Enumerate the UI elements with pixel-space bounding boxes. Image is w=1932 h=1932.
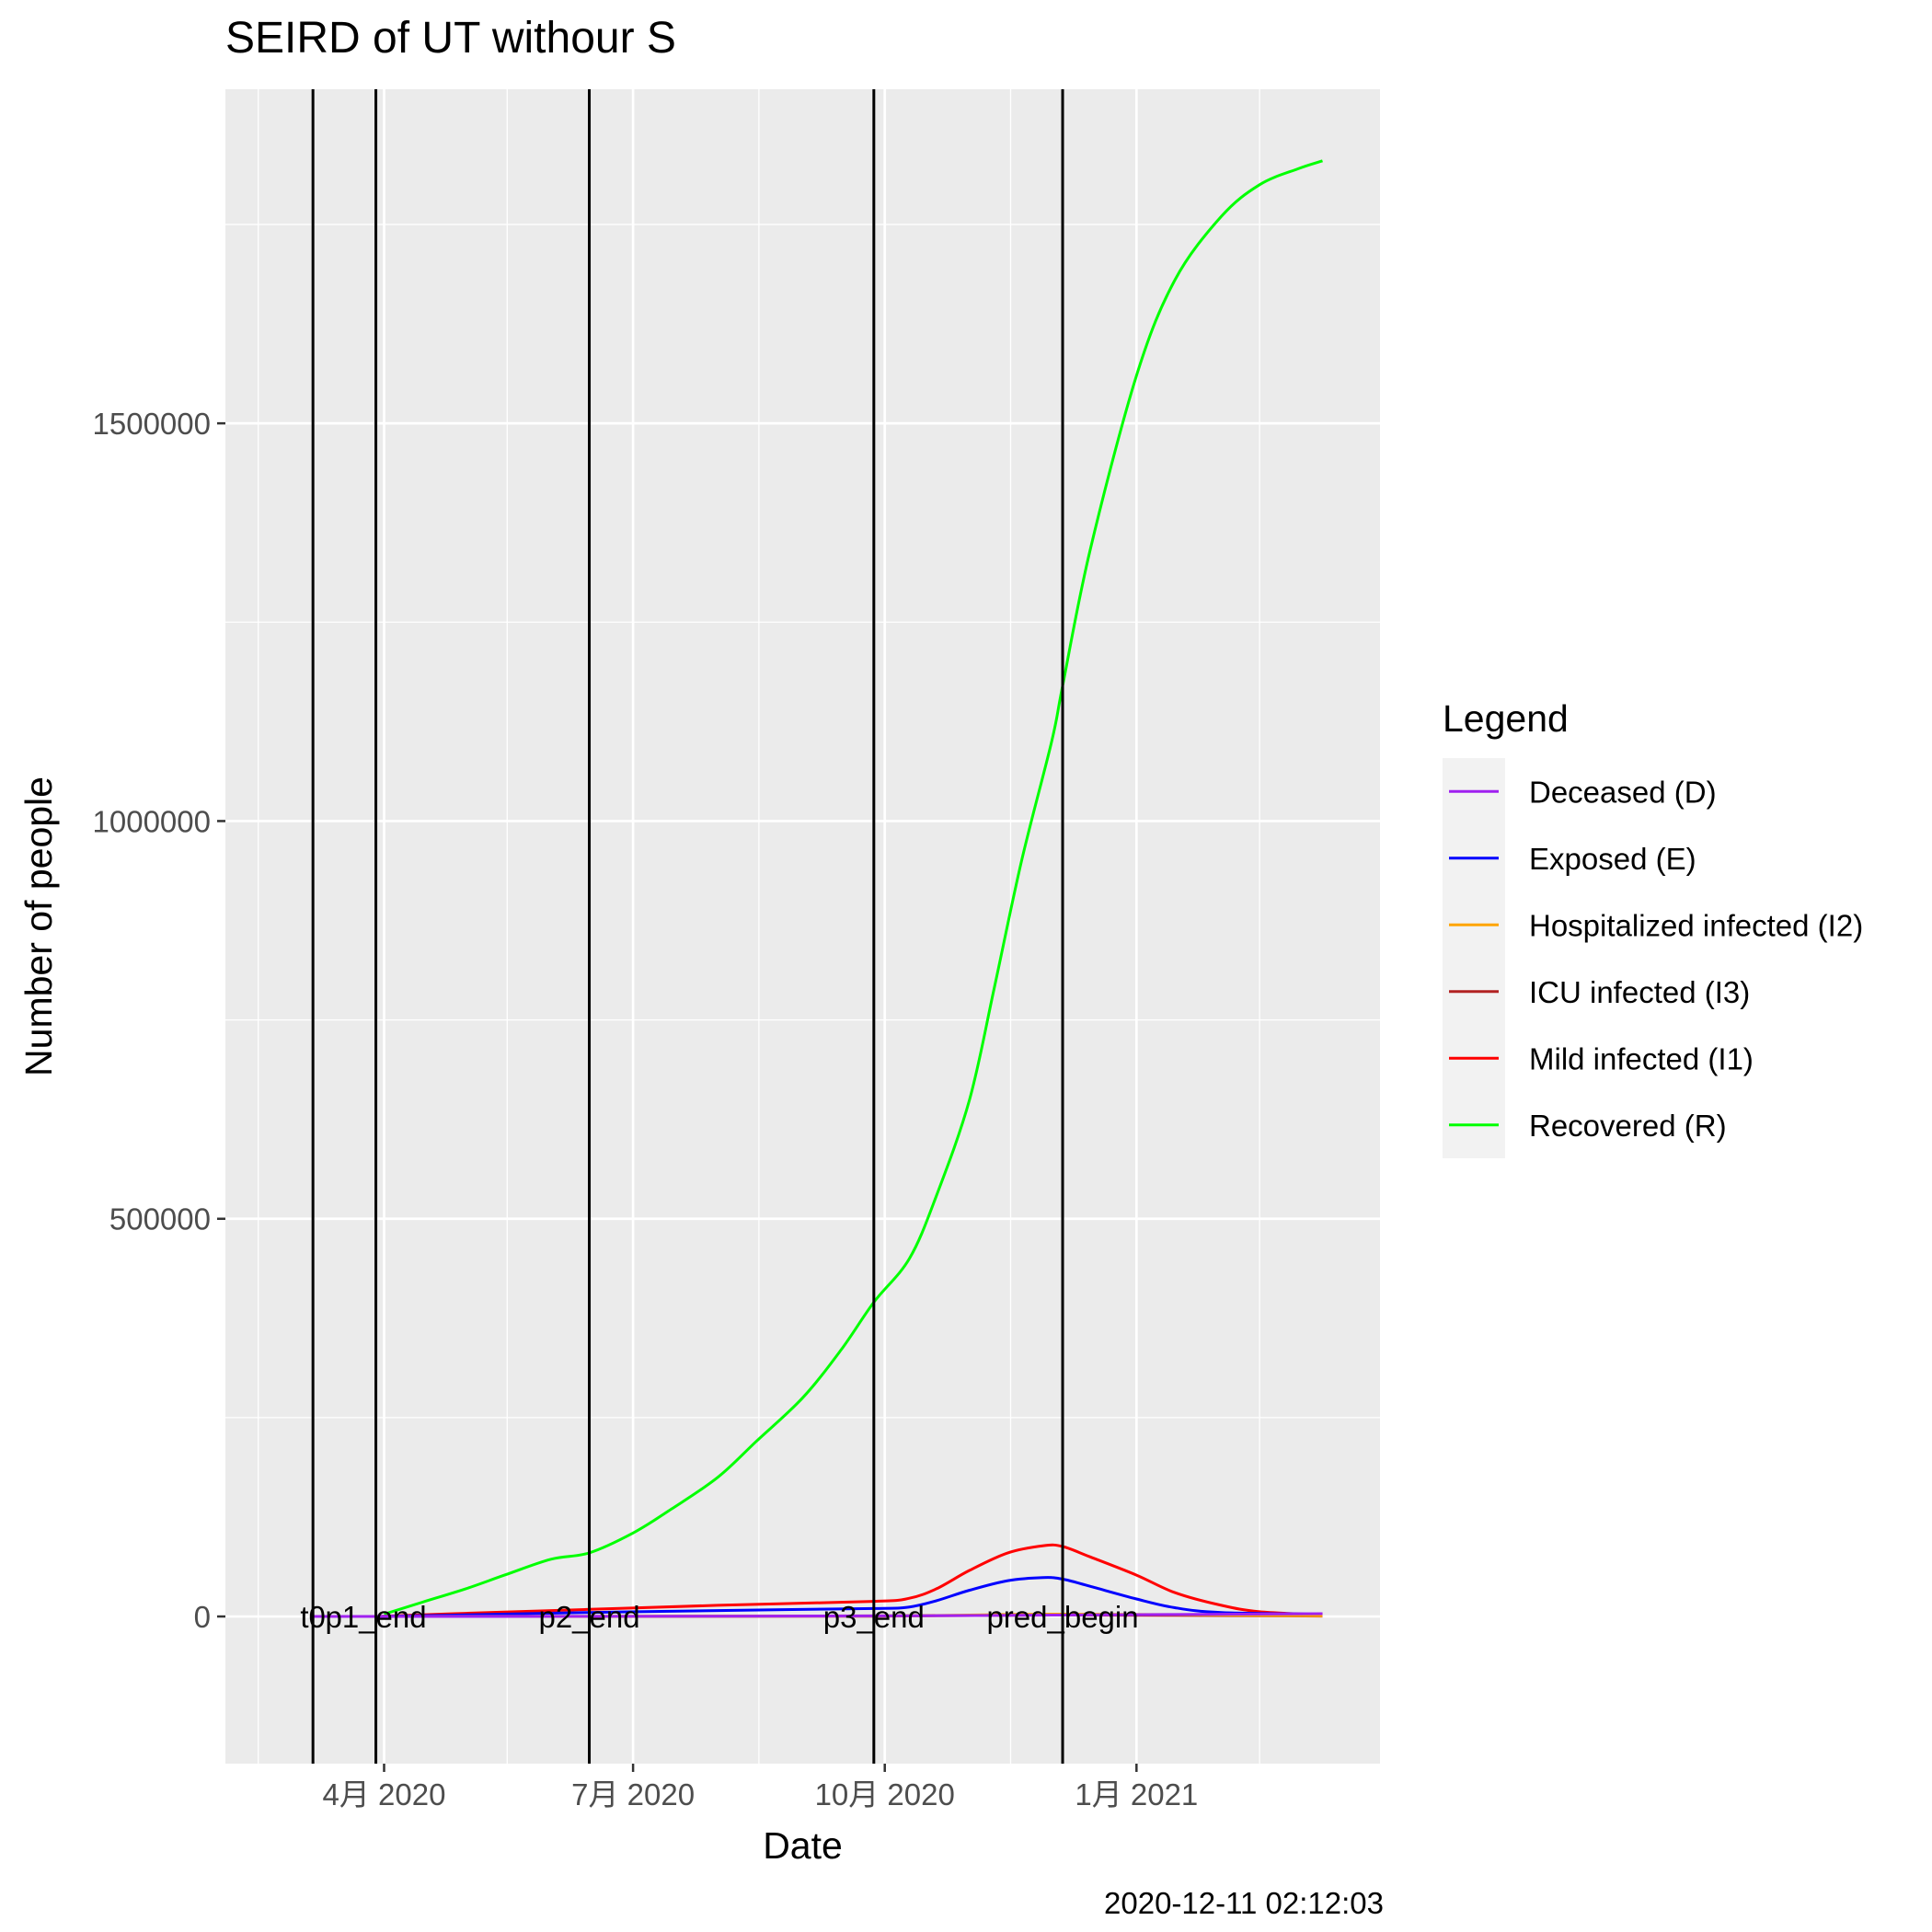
vline-label-t0: t0 bbox=[300, 1600, 326, 1634]
legend-entry-label: Recovered (R) bbox=[1529, 1109, 1727, 1143]
plot-panel bbox=[225, 89, 1380, 1764]
series-line-exposed-e bbox=[375, 1576, 1323, 1618]
series-line-mild-infected-i1 bbox=[375, 1543, 1323, 1618]
plot-background bbox=[225, 89, 1380, 1764]
y-tick-label: 500000 bbox=[109, 1202, 211, 1236]
y-tick-label: 0 bbox=[194, 1600, 211, 1634]
vline-label-pred_begin: pred_begin bbox=[986, 1600, 1138, 1634]
legend: Legend Deceased (D) Exposed (E) Hospitalize… bbox=[1443, 697, 1863, 1158]
vline-label-p2_end: p2_end bbox=[538, 1600, 639, 1634]
legend-entry-label: Exposed (E) bbox=[1529, 842, 1696, 876]
phase-markers: t0 p1_end p2_end p3_end pred_begin bbox=[300, 89, 1139, 1764]
legend-entry-label: Deceased (D) bbox=[1529, 775, 1717, 809]
timestamp-caption: 2020-12-11 02:12:03 bbox=[1104, 1886, 1384, 1920]
y-tick-label: 1000000 bbox=[93, 804, 211, 838]
x-tick-label: 10月 2020 bbox=[815, 1777, 955, 1811]
axes: 0 500000 1000000 1500000 4月 2020 7月 2020 10月 2… bbox=[17, 407, 1198, 1867]
series-line-deceased-d bbox=[313, 1612, 1323, 1618]
x-tick-label: 4月 2020 bbox=[323, 1777, 446, 1811]
x-tick-label: 7月 2020 bbox=[571, 1777, 695, 1811]
legend-entry-label: ICU infected (I3) bbox=[1529, 975, 1750, 1009]
x-axis-label: Date bbox=[763, 1824, 843, 1867]
y-tick-label: 1500000 bbox=[93, 407, 211, 441]
vline-label-p3_end: p3_end bbox=[823, 1600, 925, 1634]
x-tick-label: 1月 2021 bbox=[1075, 1777, 1198, 1811]
legend-title: Legend bbox=[1443, 697, 1569, 740]
vline-label-p1_end: p1_end bbox=[326, 1600, 427, 1634]
legend-entry-label: Mild infected (I1) bbox=[1529, 1041, 1754, 1075]
legend-entry-label: Hospitalized infected (I2) bbox=[1529, 908, 1863, 942]
chart-title: SEIRD of UT withour S bbox=[225, 14, 676, 63]
y-axis-label: Number of people bbox=[17, 776, 60, 1076]
